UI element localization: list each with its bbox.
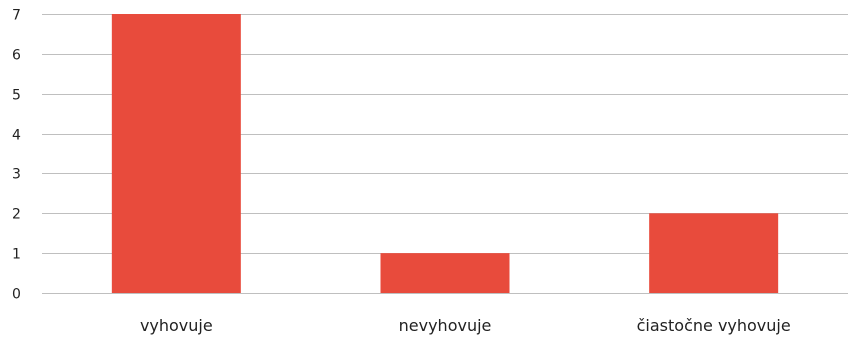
y-tick-label: 2 bbox=[12, 207, 21, 223]
x-category-label: nevyhovuje bbox=[399, 316, 492, 335]
bars bbox=[111, 14, 779, 293]
y-tick-label: 6 bbox=[12, 48, 21, 64]
y-tick-label: 5 bbox=[12, 88, 21, 104]
bar-1 bbox=[380, 253, 510, 293]
y-tick-label: 7 bbox=[12, 8, 21, 24]
bar-2 bbox=[649, 213, 779, 293]
x-category-label: čiastočne vyhovuje bbox=[637, 316, 791, 335]
y-tick-label: 0 bbox=[12, 287, 21, 303]
y-tick-label: 4 bbox=[12, 128, 21, 144]
bar-0 bbox=[111, 14, 241, 293]
y-tick-label: 1 bbox=[12, 247, 21, 263]
x-category-label: vyhovuje bbox=[140, 316, 213, 335]
y-tick-label: 3 bbox=[12, 167, 21, 183]
x-axis-category-labels: vyhovuje nevyhovuje čiastočne vyhovuje bbox=[140, 316, 791, 335]
y-axis-tick-labels: 0 1 2 3 4 5 6 7 bbox=[12, 8, 21, 303]
